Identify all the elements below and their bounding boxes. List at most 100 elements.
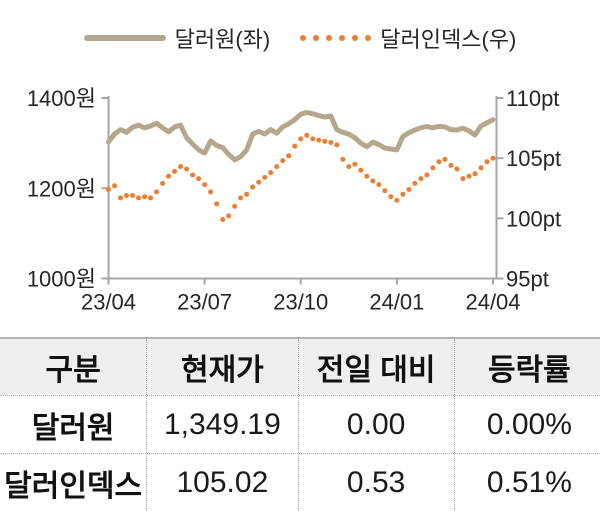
dxy-dot [442, 156, 448, 162]
svg-text:23/04: 23/04 [81, 290, 136, 315]
row-change: 0.00 [297, 396, 454, 453]
row-name: 달러인덱스 [4, 469, 143, 503]
dxy-dot [484, 159, 490, 165]
svg-text:23/07: 23/07 [177, 290, 232, 315]
dxy-dot [166, 173, 172, 179]
header-category: 구분 [45, 354, 101, 387]
dxy-dot [436, 159, 442, 165]
dxy-dot [322, 138, 328, 144]
dxy-dot [232, 203, 238, 209]
row-change-pct: 0.51% [453, 454, 600, 511]
dxy-dot [160, 180, 166, 186]
dxy-dot [310, 136, 316, 142]
legend-label-usdkrw: 달러원(좌) [174, 27, 271, 52]
svg-text:110pt: 110pt [506, 86, 559, 111]
svg-text:24/01: 24/01 [369, 290, 424, 315]
dxy-dot [172, 168, 178, 174]
dxy-dot [256, 179, 262, 185]
dxy-dot [472, 171, 478, 177]
row-price: 105.02 [146, 454, 297, 511]
dxy-dot [454, 166, 460, 172]
dxy-dot [130, 193, 136, 198]
solid-line-swatch-icon [83, 35, 166, 41]
usdkrw-line-series [106, 109, 496, 163]
dxy-dot [280, 158, 286, 164]
dxy-dot [328, 140, 334, 145]
chart-legend: 달러원(좌) 달러인덱스(우) [0, 24, 600, 52]
svg-text:95pt: 95pt [506, 267, 549, 292]
svg-text:24/04: 24/04 [465, 290, 520, 315]
svg-text:1200원: 1200원 [27, 176, 96, 201]
dxy-dot [196, 176, 202, 182]
row-change-pct: 0.00% [453, 396, 600, 453]
dotted-line-swatch-icon [300, 35, 372, 41]
table-header-row: 구분 현재가 전일 대비 등락률 [0, 339, 600, 395]
header-change: 전일 대비 [297, 339, 454, 395]
dxy-dot [382, 188, 388, 194]
dxy-dot [352, 161, 358, 167]
dxy-dot [184, 166, 190, 172]
dxy-dot [136, 195, 142, 201]
dxy-dot [412, 180, 418, 186]
legend-label-dxy: 달러인덱스(우) [380, 27, 517, 52]
dxy-dot [370, 178, 376, 184]
svg-text:1400원: 1400원 [27, 86, 96, 111]
dxy-dot [316, 137, 322, 143]
row-name: 달러원 [31, 411, 115, 445]
dxy-dot [364, 173, 370, 179]
dxy-dot [394, 197, 400, 203]
row-price: 1,349.19 [146, 396, 297, 453]
dxy-dot [376, 182, 382, 188]
dxy-dot [148, 195, 154, 201]
dxy-dot [118, 195, 124, 201]
dxy-dot [202, 182, 208, 188]
dxy-dot [466, 173, 472, 179]
fx-quote-table: 구분 현재가 전일 대비 등락률 달러원 1,349.19 0.00 0.00%… [0, 337, 600, 511]
table-row: 달러인덱스 105.02 0.53 0.51% [0, 453, 600, 511]
dxy-dot [298, 136, 304, 142]
dxy-dot [214, 201, 220, 207]
svg-text:1000원: 1000원 [27, 267, 96, 292]
dxy-dot [226, 213, 232, 219]
dxy-dot [178, 164, 184, 170]
dxy-dot [358, 167, 364, 173]
dxy-dot [334, 142, 340, 148]
dxy-dot [424, 172, 430, 178]
dxy-dot [400, 191, 406, 197]
dxy-dot [250, 184, 256, 190]
svg-text:23/10: 23/10 [273, 290, 328, 315]
dxy-dot [346, 164, 352, 170]
dxy-dot [340, 156, 346, 162]
dxy-dot [244, 191, 250, 197]
header-change-pct: 등락률 [453, 339, 600, 395]
svg-text:100pt: 100pt [506, 206, 561, 231]
dxy-dot [388, 194, 394, 200]
dxy-dot [208, 189, 214, 195]
dxy-dot [286, 153, 292, 159]
dxy-dot [190, 172, 196, 178]
fx-line-chart: 1400원 1200원 1000원 110pt 105pt 100pt 95pt 23/04 2… [27, 86, 561, 315]
header-price: 현재가 [146, 339, 297, 395]
dxy-dot [460, 176, 466, 182]
legend-item-dxy: 달러인덱스(우) [300, 22, 516, 54]
dxy-dot [430, 165, 436, 171]
dxy-dot [238, 195, 244, 201]
dxy-dot [112, 183, 118, 189]
dxy-dot [292, 143, 298, 149]
legend-item-usdkrw: 달러원(좌) [83, 22, 271, 54]
svg-text:105pt: 105pt [506, 146, 561, 171]
table-row: 달러원 1,349.19 0.00 0.00% [0, 395, 600, 453]
dxy-dot [262, 174, 268, 180]
dxy-dot [268, 170, 274, 176]
row-change: 0.53 [297, 454, 454, 511]
dxy-dot [274, 164, 280, 170]
dxy-dot [406, 187, 412, 192]
dxy-dot [448, 162, 454, 168]
dxy-dot [418, 176, 424, 182]
dxy-dot [490, 155, 496, 161]
dxy-dot [154, 189, 160, 195]
dxy-dot [106, 187, 111, 192]
dxy-dot [478, 165, 484, 171]
dxy-dot [304, 132, 310, 138]
dxy-dot [142, 194, 148, 200]
